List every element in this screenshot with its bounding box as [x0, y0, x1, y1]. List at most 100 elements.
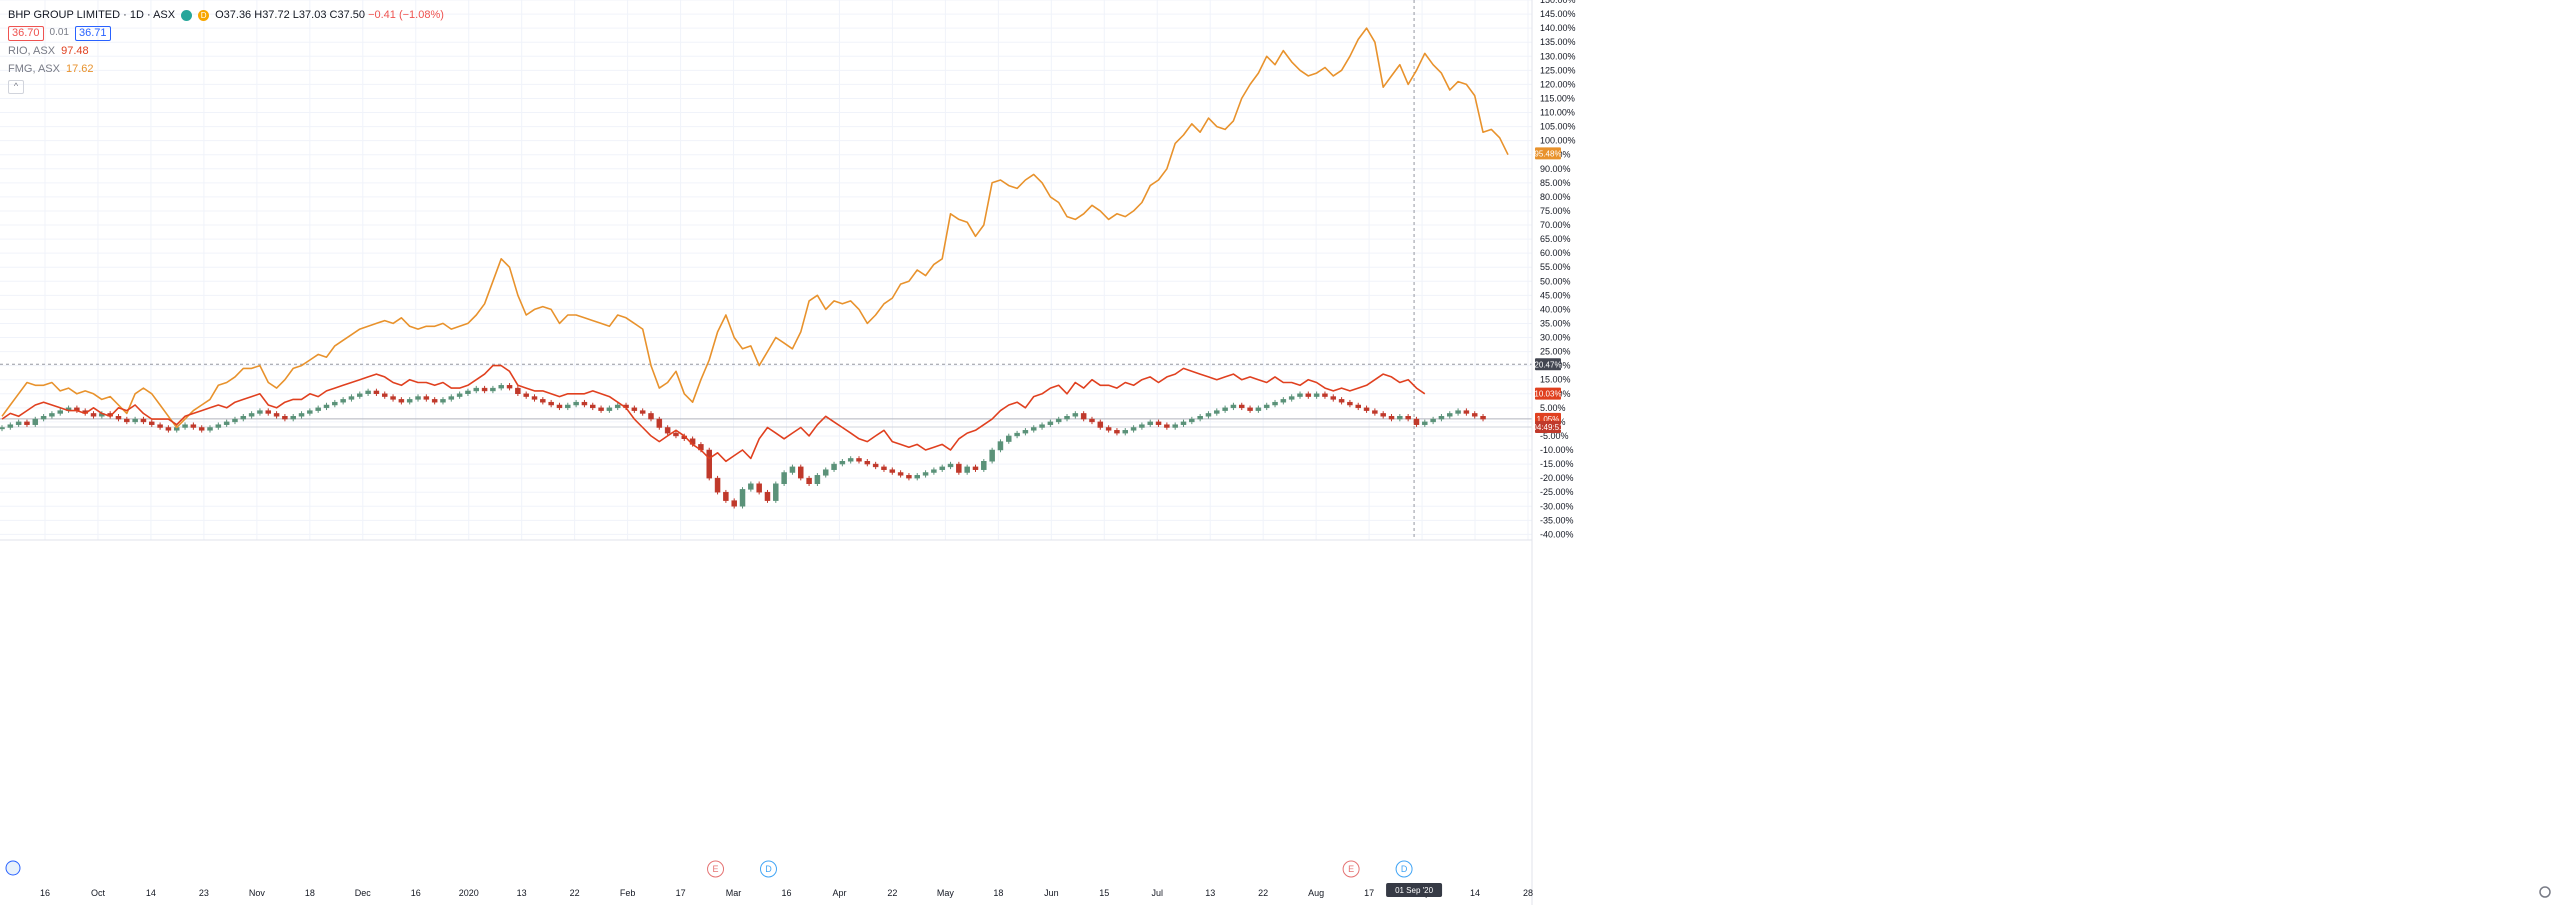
candle-body	[1214, 410, 1220, 414]
candle-body	[57, 410, 63, 414]
candle-body	[806, 477, 812, 484]
spread-value: 0.01	[49, 27, 69, 38]
candle-body	[490, 387, 496, 392]
bid-price[interactable]: 36.70	[8, 25, 44, 41]
candle-body	[781, 472, 787, 484]
candle-body	[881, 466, 887, 470]
candle-body	[1030, 427, 1037, 431]
candle-body	[1180, 421, 1187, 425]
candle-body	[872, 463, 879, 468]
collapse-legend-button[interactable]: ^	[8, 80, 24, 94]
x-tick-label: 13	[1205, 888, 1215, 898]
event-marker-label: E	[1348, 864, 1354, 874]
candle-body	[1455, 410, 1461, 414]
candle-body	[798, 466, 804, 479]
candle-body	[1471, 413, 1478, 417]
y-tick-label: 125.00%	[1540, 65, 1576, 75]
candle-body	[140, 418, 147, 423]
y-tick-label: 15.00%	[1540, 375, 1571, 385]
candle-body	[864, 461, 871, 465]
price-axis-label: 20.47%	[1534, 360, 1561, 369]
candle-body	[1222, 407, 1228, 411]
earnings-event-icon[interactable]	[1342, 860, 1360, 878]
candle-body	[340, 399, 346, 403]
x-tick-label: Nov	[249, 888, 266, 898]
y-tick-label: 115.00%	[1540, 93, 1575, 103]
candle-body	[756, 483, 762, 493]
candle-body	[606, 407, 613, 411]
compare-symbol-name: FMG, ASX	[8, 63, 60, 75]
candle-body	[232, 418, 238, 423]
y-tick-label: 90.00%	[1540, 164, 1571, 174]
candle-body	[223, 421, 230, 425]
compare-symbol-name: RIO, ASX	[8, 45, 56, 57]
candle-body	[90, 413, 97, 417]
dividend-event-icon[interactable]	[760, 860, 777, 878]
fmg-series-line[interactable]	[1, 27, 1509, 429]
open-value: O37.36	[215, 9, 252, 21]
rio-series-line[interactable]	[1, 364, 1426, 463]
candle-body	[1247, 407, 1253, 411]
crosshair-date-label-bg	[1386, 883, 1443, 897]
y-tick-label: 140.00%	[1540, 23, 1576, 33]
event-marker-label: D	[1401, 864, 1408, 874]
ask-price[interactable]: 36.71	[75, 25, 111, 41]
candle-body	[1047, 421, 1054, 425]
candle-body	[639, 410, 646, 414]
event-marker-label: E	[713, 864, 719, 874]
y-tick-label: 70.00%	[1540, 220, 1571, 230]
candle-body	[1147, 421, 1153, 425]
candle-body	[906, 475, 912, 479]
y-tick-label: 150.00%	[1540, 0, 1576, 5]
candle-body	[1305, 393, 1312, 397]
candle-body	[1480, 416, 1486, 420]
candle-body	[1089, 418, 1095, 423]
candle-body	[590, 404, 596, 409]
change-value: −0.41 (−1.08%)	[368, 9, 444, 21]
y-tick-label: 5.00%	[1540, 403, 1566, 413]
candle-body	[523, 393, 529, 397]
y-tick-label: 55.00%	[1540, 262, 1571, 272]
dividend-event-icon[interactable]	[1395, 860, 1413, 878]
main-symbol-title[interactable]: BHP GROUP LIMITED · 1D · ASX	[8, 9, 176, 21]
candle-body	[664, 427, 671, 434]
y-tick-label: -30.00%	[1540, 501, 1574, 511]
chart-legend: BHP GROUP LIMITED · 1D · ASX D O37.36 H3…	[8, 6, 444, 94]
price-axis-label: 1.05%	[1537, 415, 1560, 424]
candle-body	[1164, 424, 1170, 428]
candle-body	[598, 407, 604, 411]
earnings-event-icon[interactable]	[707, 860, 725, 878]
compare-row-rio[interactable]: RIO, ASX 97.48	[8, 42, 444, 60]
candle-body	[889, 469, 896, 473]
candle-body	[165, 427, 172, 431]
candle-body	[706, 449, 712, 479]
candle-body	[406, 399, 413, 403]
candle-body	[1238, 404, 1245, 409]
candle-body	[307, 410, 313, 414]
candle-body	[1097, 421, 1104, 428]
candle-body	[972, 466, 979, 470]
candle-body	[365, 390, 371, 394]
compare-row-fmg[interactable]: FMG, ASX 17.62	[8, 60, 444, 78]
candle-body	[149, 421, 155, 425]
low-value: L37.03	[292, 9, 327, 21]
y-tick-label: 60.00%	[1540, 248, 1571, 258]
y-tick-label: 45.00%	[1540, 290, 1571, 300]
candle-body	[1463, 410, 1470, 414]
main-symbol-row: BHP GROUP LIMITED · 1D · ASX D O37.36 H3…	[8, 6, 444, 24]
candle-body	[1155, 421, 1162, 425]
candle-body	[1197, 416, 1203, 420]
candle-body	[40, 416, 47, 420]
candle-body	[1272, 401, 1278, 406]
candle-body	[431, 399, 438, 403]
y-tick-label: 145.00%	[1540, 9, 1576, 19]
settings-gear-icon[interactable]	[2539, 886, 2551, 898]
candle-body	[1205, 413, 1212, 417]
y-tick-label: -15.00%	[1540, 459, 1574, 469]
candle-body	[415, 396, 421, 400]
candle-body	[939, 466, 945, 470]
x-tick-label: Apr	[832, 888, 846, 898]
candle-body	[506, 385, 513, 389]
x-tick-label: 17	[1364, 888, 1374, 898]
